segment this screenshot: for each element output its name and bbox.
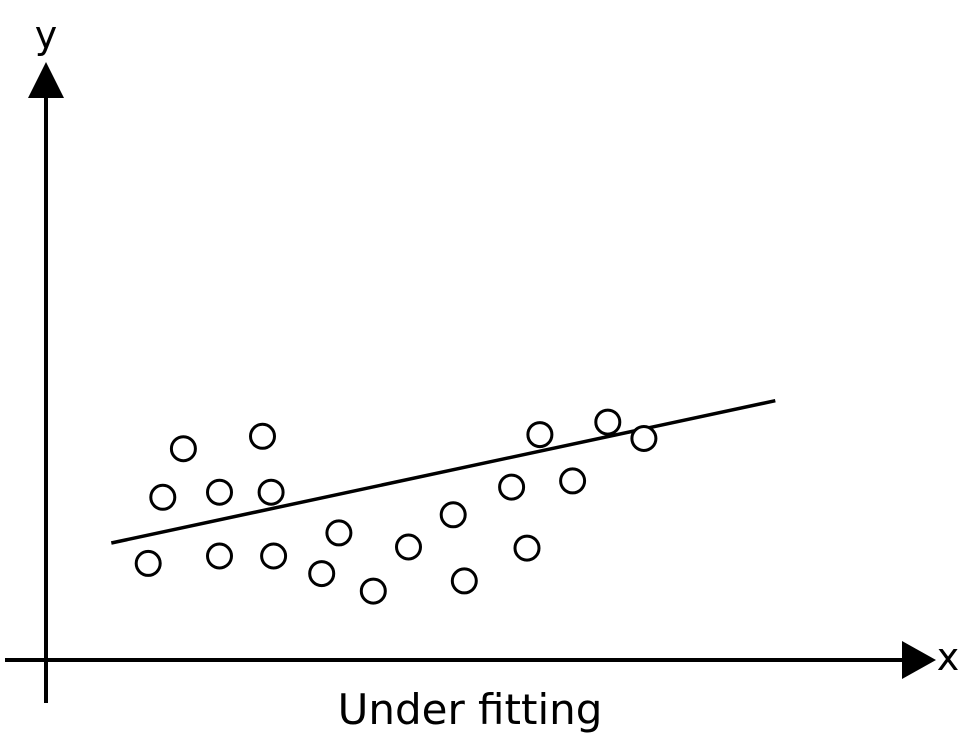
y-axis-arrowhead [28,62,64,98]
data-point-19 [594,408,622,436]
fit-line [110,398,776,545]
data-point-8 [257,478,285,506]
plot-area [110,398,776,605]
data-point-12 [395,533,422,561]
data-point-16 [513,534,541,562]
data-point-7 [260,542,288,570]
data-point-17 [526,421,554,449]
data-point-4 [206,542,233,570]
data-point-1 [134,549,162,577]
data-point-9 [308,560,336,588]
data-point-2 [149,483,177,511]
y-axis-label: y [35,13,58,57]
x-axis-label: x [937,635,960,679]
data-point-3 [169,435,197,463]
data-point-18 [559,467,587,495]
data-point-11 [359,577,387,605]
data-point-6 [249,422,276,450]
data-point-14 [450,567,478,595]
data-point-5 [206,478,233,506]
data-point-10 [325,519,353,547]
data-point-15 [498,473,526,501]
data-point-20 [630,425,658,452]
x-axis-arrowhead [902,641,936,679]
axes [5,62,936,703]
figure-caption: Under fitting [338,685,603,734]
data-point-13 [439,501,467,529]
